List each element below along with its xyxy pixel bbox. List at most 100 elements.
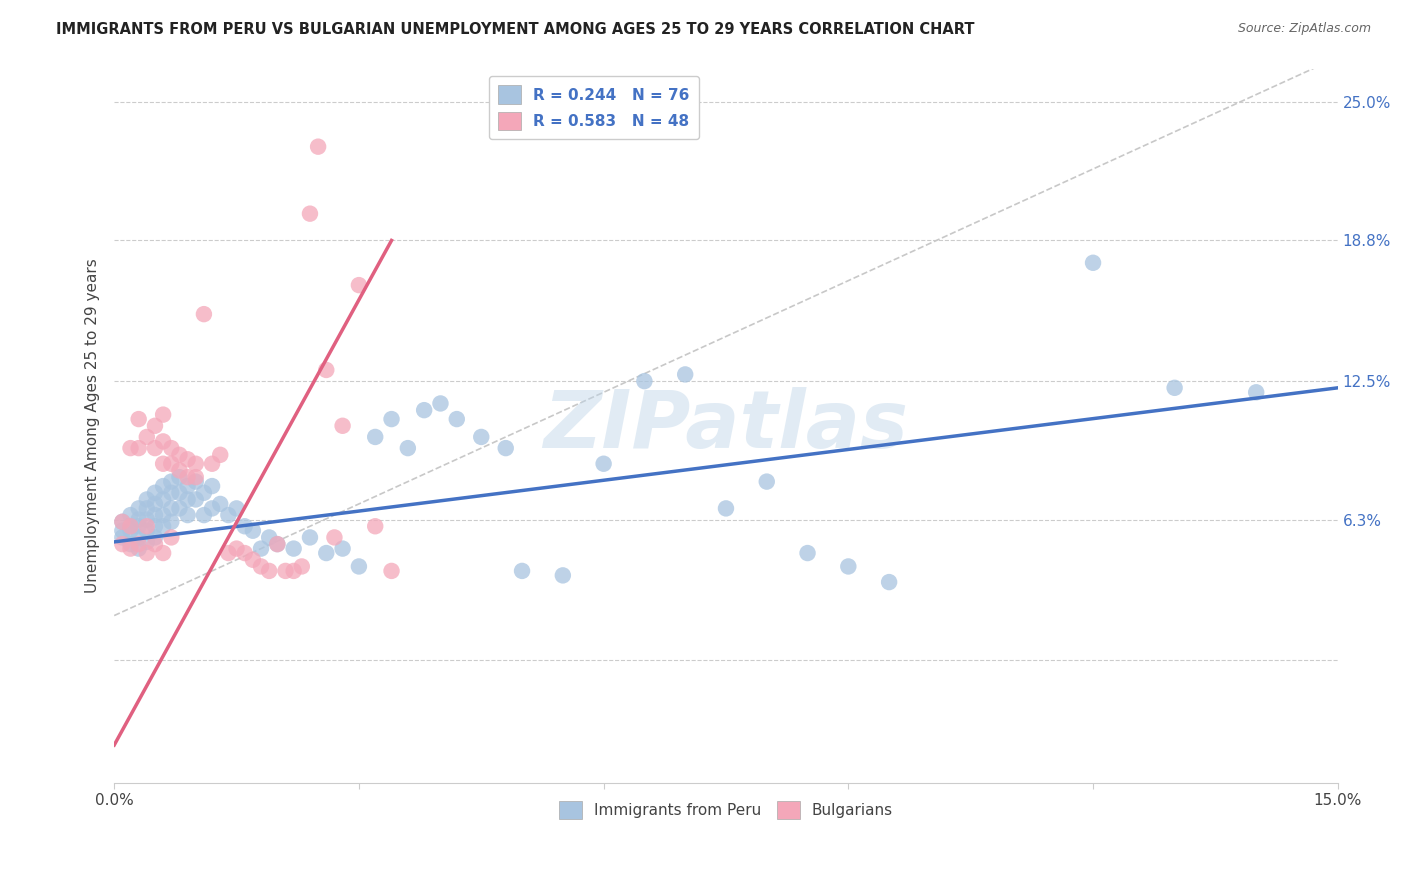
Point (135, 512, 157, 526)
Point (266, 537, 288, 551)
Point (250, 559, 273, 574)
Point (429, 396, 451, 410)
Point (143, 519, 166, 533)
Point (332, 418, 354, 433)
Point (837, 559, 859, 574)
Point (135, 546, 157, 560)
Point (291, 559, 314, 574)
Point (135, 492, 157, 507)
Point (152, 508, 174, 522)
Point (120, 519, 142, 533)
Point (152, 408, 174, 422)
Point (396, 441, 419, 455)
Point (135, 430, 157, 444)
Point (176, 452, 198, 467)
Point (184, 475, 207, 489)
Point (135, 534, 157, 549)
Point (592, 457, 614, 471)
Point (209, 448, 232, 462)
Point (201, 457, 224, 471)
Point (633, 374, 655, 388)
Point (347, 278, 370, 293)
Point (120, 524, 142, 538)
Point (120, 519, 142, 533)
Point (143, 537, 166, 551)
Text: ZIPatlas: ZIPatlas (544, 387, 908, 465)
Point (160, 530, 183, 544)
Point (209, 497, 232, 511)
Point (274, 564, 297, 578)
Point (242, 524, 264, 538)
Point (152, 457, 174, 471)
Text: Source: ZipAtlas.com: Source: ZipAtlas.com (1237, 22, 1371, 36)
Point (510, 564, 533, 578)
Point (257, 530, 280, 544)
Point (315, 546, 337, 560)
Point (169, 448, 191, 462)
Point (298, 530, 321, 544)
Point (233, 546, 256, 560)
Point (143, 497, 166, 511)
Point (128, 537, 150, 551)
Point (128, 530, 150, 544)
Point (184, 470, 207, 484)
Point (283, 541, 305, 556)
Point (184, 457, 207, 471)
Point (332, 541, 354, 556)
Point (152, 546, 174, 560)
Point (135, 501, 157, 516)
Point (193, 508, 215, 522)
Point (160, 475, 183, 489)
Point (128, 512, 150, 526)
Point (364, 430, 387, 444)
Point (128, 412, 150, 426)
Point (111, 537, 134, 551)
Point (413, 403, 436, 417)
Point (143, 530, 166, 544)
Point (250, 541, 273, 556)
Point (120, 537, 142, 551)
Point (135, 524, 157, 538)
Point (193, 307, 215, 321)
Point (184, 492, 207, 507)
Point (143, 441, 166, 455)
Point (143, 418, 166, 433)
Point (225, 501, 247, 516)
Point (169, 485, 191, 500)
Text: IMMIGRANTS FROM PERU VS BULGARIAN UNEMPLOYMENT AMONG AGES 25 TO 29 YEARS CORRELA: IMMIGRANTS FROM PERU VS BULGARIAN UNEMPL… (56, 22, 974, 37)
Point (217, 508, 239, 522)
Point (128, 501, 150, 516)
Point (364, 519, 387, 533)
Point (201, 501, 224, 516)
Point (120, 441, 142, 455)
Point (347, 559, 370, 574)
Point (169, 501, 191, 516)
Point (551, 568, 574, 582)
Point (152, 492, 174, 507)
Point (152, 479, 174, 493)
Point (111, 515, 134, 529)
Point (298, 207, 321, 221)
Point (111, 524, 134, 538)
Point (796, 546, 818, 560)
Point (120, 541, 142, 556)
Point (1163, 381, 1185, 395)
Point (315, 363, 337, 377)
Point (877, 575, 900, 590)
Point (169, 463, 191, 477)
Point (283, 564, 305, 578)
Point (176, 508, 198, 522)
Point (446, 412, 468, 426)
Point (225, 541, 247, 556)
Point (135, 519, 157, 533)
Point (169, 470, 191, 484)
Point (143, 485, 166, 500)
Point (160, 501, 183, 516)
Point (176, 479, 198, 493)
Point (257, 564, 280, 578)
Point (1081, 256, 1104, 270)
Point (111, 515, 134, 529)
Point (128, 541, 150, 556)
Point (307, 139, 329, 153)
Point (673, 368, 696, 382)
